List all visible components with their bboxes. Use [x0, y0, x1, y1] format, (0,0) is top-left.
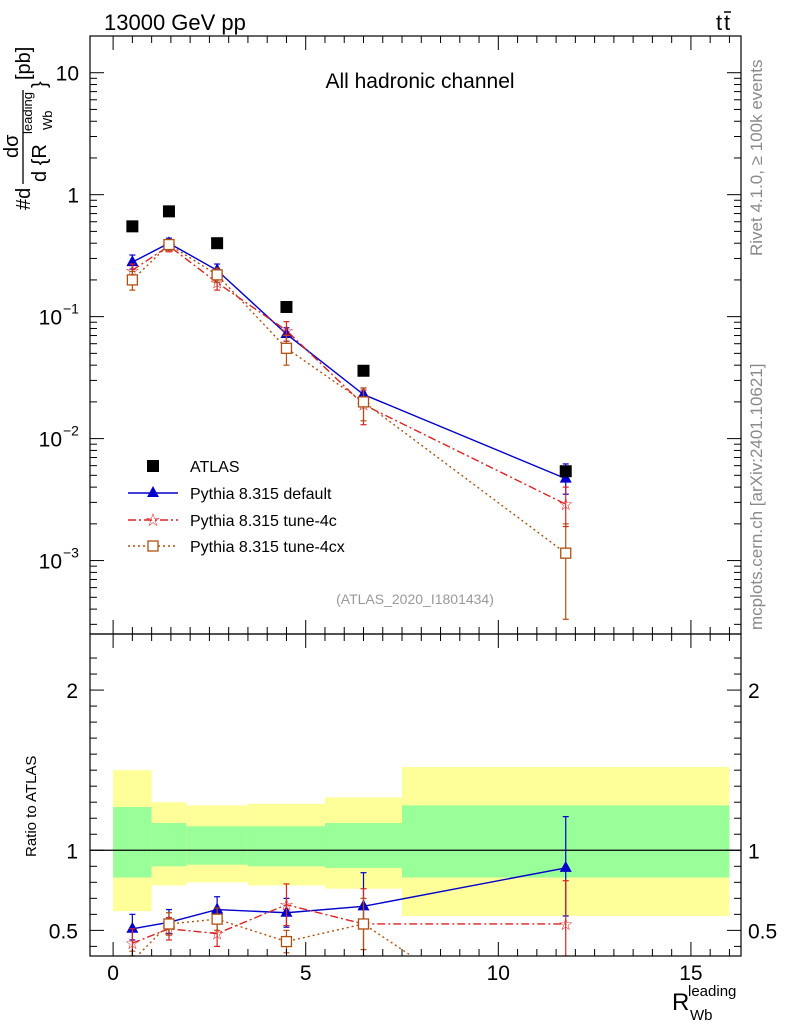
legend-marker-tune-4cx: [147, 540, 159, 552]
legend-label-atlas: ATLAS: [190, 459, 240, 476]
legend-label-tune-4cx: Pythia 8.315 tune-4cx: [190, 539, 345, 556]
ratio-band-green: [113, 807, 152, 878]
legend-label-tune-4c: Pythia 8.315 tune-4c: [190, 513, 337, 530]
ratio-y-tick-label: 2: [66, 680, 78, 703]
x-tick-label: 15: [679, 962, 702, 985]
ratio-band-green: [151, 823, 187, 867]
mcplots-label: mcplots.cern.ch [arXiv:2401.10621]: [747, 363, 766, 630]
main-y-tick-label: 10: [39, 307, 62, 330]
main-y-tick-exponent: −2: [63, 423, 79, 439]
ratio-point-pythia-8-315-tune-4cx: [280, 935, 293, 948]
main-y-tick-label: 1: [67, 185, 79, 208]
main-point-atlas: [559, 465, 572, 478]
rivet-version-label: Rivet 4.1.0, ≥ 100k events: [747, 59, 766, 256]
plot-title: All hadronic channel: [325, 70, 514, 93]
main-y-tick-exponent: −3: [63, 545, 79, 561]
main-line-pythia-8-315-tune-4cx: [131, 243, 567, 554]
ratio-point-pythia-8-315-default: [126, 921, 139, 933]
y-label-close: }: [29, 81, 51, 88]
y-label-prefix: #d: [13, 188, 35, 210]
ratio-y-tick-label-right: 2: [748, 680, 760, 703]
legend-entry-default: Pythia 8.315 default: [128, 486, 332, 503]
legend-label-default: Pythia 8.315 default: [190, 486, 332, 503]
ratio-plot-frame: [89, 633, 742, 957]
ratio-point-pythia-8-315-tune-4cx: [357, 918, 370, 930]
ratio-y-tick-label-right: 1: [748, 840, 760, 863]
main-point-pythia-8-315-tune-4cx: [126, 274, 139, 286]
ratio-y-tick-label: 1: [66, 840, 78, 863]
main-y-tick-label: 10: [56, 63, 79, 86]
main-point-atlas: [357, 364, 370, 377]
main-point-atlas: [162, 205, 175, 218]
ratio-y-axis-label: Ratio to ATLAS: [23, 756, 40, 857]
y-label-numerator: dσ: [1, 134, 23, 158]
ratio-plot-area: [90, 766, 741, 916]
main-point-pythia-8-315-tune-4c: ☆: [279, 321, 294, 341]
main-y-tick-exponent: −1: [63, 301, 79, 317]
main-point-atlas: [126, 220, 139, 233]
main-point-pythia-8-315-tune-4c: ☆: [558, 495, 573, 515]
ratio-line-pythia-8-315-tune-4c: [132, 904, 566, 944]
ratio-point-pythia-8-315-tune-4c: ☆: [209, 925, 224, 945]
main-point-atlas: [211, 237, 224, 250]
main-line-pythia-8-315-tune-4c: [131, 245, 567, 505]
ratio-band-green: [324, 823, 403, 868]
ratio-plot-marks: ☆☆☆☆☆☆: [125, 816, 573, 956]
legend: ATLAS Pythia 8.315 default ☆ Pythia 8.31…: [128, 459, 345, 556]
ratio-band-green: [186, 826, 248, 865]
main-line-pythia-8-315-default: [132, 242, 566, 480]
legend-entry-tune-4cx: Pythia 8.315 tune-4cx: [128, 539, 345, 556]
x-tick-label: 5: [300, 962, 312, 985]
ratio-point-pythia-8-315-default: [559, 860, 572, 872]
main-y-tick-label: 10: [39, 429, 62, 452]
y-label-denominator: d {R: [29, 144, 51, 182]
y-label-sup: leading: [20, 92, 35, 134]
x-label-main: R: [672, 989, 689, 1016]
y-label-unit: [pb]: [13, 47, 35, 80]
ratio-point-pythia-8-315-tune-4cx: [163, 918, 175, 930]
main-plot-frame: [89, 35, 742, 635]
main-plot-marks: ☆☆☆☆☆☆: [125, 205, 573, 620]
x-label-sub: Wb: [690, 1007, 713, 1024]
x-tick-label: 10: [487, 962, 510, 985]
main-y-axis-label: #d dσ d {R leading Wb } [pb]: [1, 47, 55, 210]
x-label-sup: leading: [688, 983, 736, 1000]
legend-marker-atlas: [147, 460, 159, 472]
process-label: t t: [716, 10, 731, 35]
legend-entry-atlas: ATLAS: [147, 459, 240, 476]
main-point-pythia-8-315-tune-4cx: [280, 342, 293, 354]
main-point-pythia-8-315-default: [126, 255, 139, 267]
ratio-point-pythia-8-315-tune-4c: ☆: [558, 915, 573, 935]
x-axis-label: R leading Wb: [672, 983, 736, 1024]
main-point-pythia-8-315-tune-4cx: [560, 547, 572, 559]
ratio-y-tick-label: 0.5: [49, 920, 78, 943]
x-tick-label: 0: [107, 962, 119, 985]
main-point-atlas: [280, 300, 293, 313]
ratio-band-green: [247, 826, 325, 867]
ratio-line-pythia-8-315-default: [132, 867, 566, 930]
ratio-y-tick-label-right: 0.5: [748, 920, 777, 943]
legend-marker-tune-4c: ☆: [145, 510, 161, 531]
main-point-pythia-8-315-tune-4cx: [357, 396, 370, 408]
main-point-pythia-8-315-tune-4cx: [211, 269, 223, 281]
process-tbar: t: [724, 10, 730, 35]
ratio-point-pythia-8-315-tune-4cx: [211, 913, 223, 925]
ratio-axes: 0.5 0.5 1 1 2 2 0 5 10 15: [49, 634, 777, 985]
ratio-point-pythia-8-315-tune-4c: ☆: [125, 934, 140, 954]
ratio-line-pythia-8-315-tune-4cx: [136, 918, 413, 956]
ratio-point-pythia-8-315-tune-4c: ☆: [279, 896, 294, 916]
legend-entry-tune-4c: ☆ Pythia 8.315 tune-4c: [128, 510, 337, 531]
energy-label: 13000 GeV pp: [104, 10, 246, 35]
analysis-id: (ATLAS_2020_I1801434): [336, 591, 494, 607]
y-label-sub: Wb: [40, 111, 55, 131]
main-y-tick-label: 10: [39, 551, 62, 574]
process-t: t: [716, 10, 722, 35]
main-point-pythia-8-315-tune-4cx: [163, 238, 175, 251]
legend-marker-default: [147, 486, 159, 497]
